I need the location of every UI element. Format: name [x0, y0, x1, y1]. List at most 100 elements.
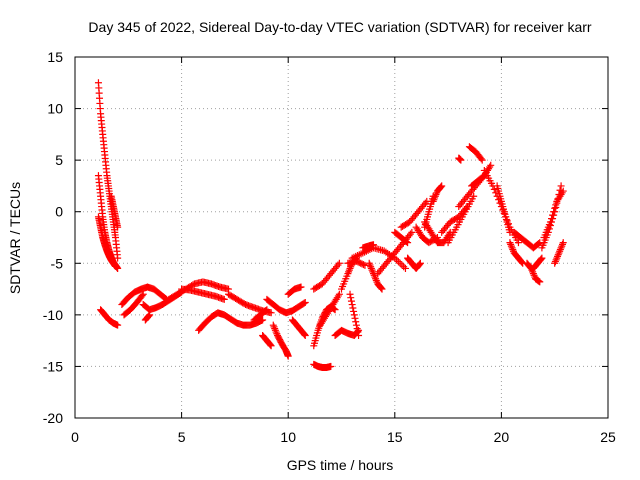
data-point: [360, 261, 368, 269]
data-point: [263, 306, 271, 314]
data-point: [335, 290, 343, 298]
y-tick-label: 0: [55, 204, 63, 220]
data-point: [431, 194, 439, 202]
data-point: [551, 204, 559, 212]
data-point: [556, 247, 564, 255]
data-point: [114, 223, 122, 231]
data-point: [269, 321, 277, 329]
data-point: [301, 331, 309, 339]
data-point: [144, 313, 152, 321]
data-point: [368, 266, 376, 274]
data-point: [437, 183, 445, 191]
y-tick-label: -15: [43, 358, 63, 374]
y-tick-label: 10: [47, 101, 63, 117]
data-series-arc-32: [391, 228, 412, 247]
data-point: [517, 258, 525, 266]
data-series-arc-26: [346, 290, 363, 339]
data-point: [508, 244, 516, 252]
data-point: [416, 259, 424, 267]
data-point: [377, 284, 385, 292]
data-point: [549, 211, 557, 219]
data-series-arc-50: [529, 254, 546, 272]
data-point: [559, 239, 567, 247]
data-series-arc-30: [365, 259, 386, 293]
data-series-arc-35: [412, 223, 441, 247]
data-point: [273, 330, 281, 338]
data-series-arc-29: [359, 241, 377, 252]
data-series-arc-04: [107, 192, 122, 231]
data-point: [146, 311, 154, 319]
data-point: [404, 239, 412, 247]
data-series-arc-52: [540, 187, 567, 241]
data-point: [377, 283, 385, 291]
data-point: [550, 208, 558, 216]
y-tick-label: -5: [51, 255, 64, 271]
data-point: [367, 263, 375, 271]
data-point: [270, 323, 278, 331]
x-tick-label: 20: [494, 429, 510, 445]
data-series-arc-42: [455, 154, 465, 164]
data-series-arc-05: [97, 306, 122, 329]
data-point: [536, 278, 544, 286]
y-tick-label: -10: [43, 307, 63, 323]
data-series-arc-24: [331, 326, 363, 339]
chart-title: Day 345 of 2022, Sidereal Day-to-day VTE…: [88, 19, 591, 35]
data-point: [553, 254, 561, 262]
y-tick-label: 15: [47, 49, 63, 65]
x-tick-label: 5: [178, 429, 186, 445]
data-point: [438, 182, 446, 190]
data-point: [558, 242, 566, 250]
data-point: [507, 240, 515, 248]
data-points: [94, 79, 567, 371]
data-series-arc-22: [310, 259, 343, 293]
data-series-arc-40: [444, 192, 478, 247]
data-point: [297, 283, 305, 291]
data-point: [271, 326, 279, 334]
data-point: [352, 321, 360, 329]
data-series-arc-38: [429, 182, 446, 205]
data-point: [432, 191, 440, 199]
data-point: [529, 268, 537, 276]
data-point: [535, 240, 543, 248]
data-point: [355, 331, 363, 339]
data-point: [401, 264, 409, 272]
data-series-arc-23: [316, 290, 343, 329]
data-point: [436, 184, 444, 192]
data-point: [348, 301, 356, 309]
data-point: [346, 264, 354, 272]
data-point: [300, 299, 308, 307]
data-point: [284, 352, 292, 360]
data-series-arc-18: [284, 283, 305, 298]
data-point: [262, 307, 270, 315]
data-point: [220, 295, 228, 303]
data-point: [378, 285, 386, 293]
data-point: [112, 262, 120, 270]
y-tick-label: -20: [43, 410, 63, 426]
data-point: [551, 258, 559, 266]
data-series-arc-48: [510, 228, 544, 252]
data-point: [370, 271, 378, 279]
data-point: [429, 197, 437, 205]
data-point: [536, 256, 544, 264]
data-series-arc-16: [263, 295, 309, 317]
data-point: [347, 297, 355, 305]
data-point: [477, 155, 485, 163]
x-axis-label: GPS time / hours: [287, 457, 394, 473]
data-point: [557, 182, 565, 190]
data-point: [272, 328, 280, 336]
data-point: [430, 196, 438, 204]
data-point: [349, 304, 357, 312]
data-point: [367, 264, 375, 272]
grid-lines: [75, 57, 608, 418]
data-series-arc-53: [551, 239, 567, 267]
data-point: [509, 246, 517, 254]
data-point: [372, 275, 380, 283]
data-point: [556, 246, 564, 254]
data-series-arc-09: [141, 311, 154, 324]
data-point: [352, 318, 360, 326]
x-tick-label: 25: [600, 429, 616, 445]
data-point: [353, 325, 361, 333]
data-point: [334, 292, 342, 300]
data-point: [369, 268, 377, 276]
